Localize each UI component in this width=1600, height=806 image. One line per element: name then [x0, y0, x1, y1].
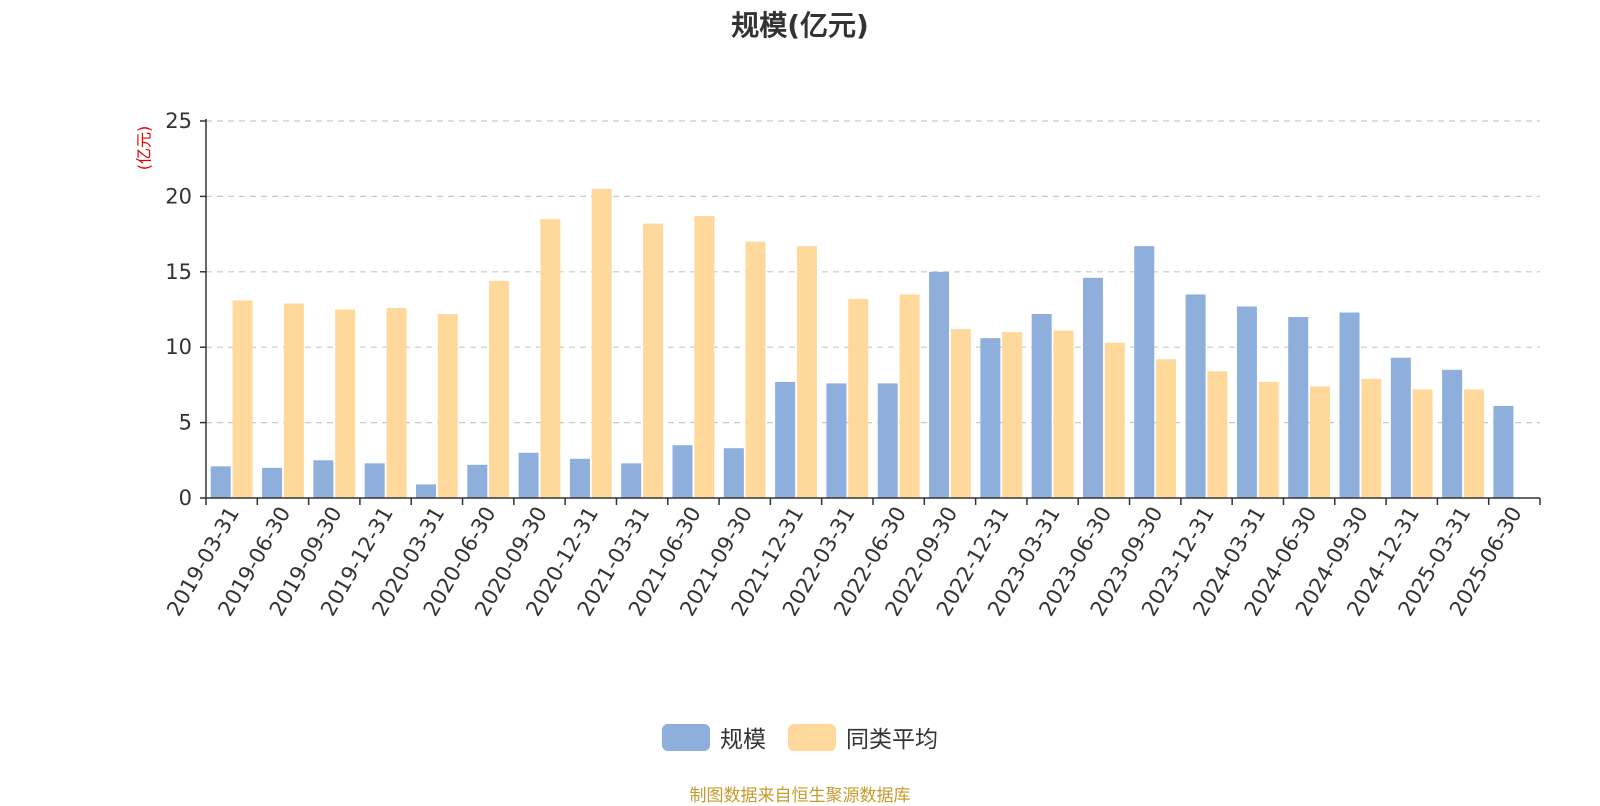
y-tick-label: 20 [165, 184, 192, 208]
bar-scale[interactable] [262, 467, 283, 498]
bar-peer-average[interactable] [1412, 389, 1433, 498]
bar-scale[interactable] [1031, 314, 1052, 498]
bar-scale[interactable] [210, 466, 231, 498]
source-note: 制图数据来自恒生聚源数据库 [689, 786, 911, 806]
bar-peer-average[interactable] [950, 329, 971, 498]
legend-label-scale: 规模 [720, 727, 766, 753]
bar-peer-average[interactable] [1053, 330, 1074, 498]
bar-peer-average[interactable] [540, 219, 561, 498]
bar-scale[interactable] [1082, 277, 1103, 498]
bars [210, 188, 1514, 499]
bar-scale[interactable] [364, 463, 385, 498]
bar-scale[interactable] [1339, 312, 1360, 498]
bar-scale[interactable] [415, 484, 436, 498]
bar-peer-average[interactable] [745, 241, 766, 498]
bar-peer-average[interactable] [386, 307, 407, 498]
bar-peer-average[interactable] [1463, 389, 1484, 498]
bar-scale[interactable] [826, 383, 847, 498]
legend-swatch-peer-average [788, 723, 836, 751]
bar-scale[interactable] [980, 338, 1001, 498]
legend-item-peer-average[interactable]: 同类平均 [788, 720, 938, 754]
bar-peer-average[interactable] [643, 223, 664, 498]
bar-scale[interactable] [672, 445, 693, 498]
bar-peer-average[interactable] [1207, 371, 1228, 498]
bar-peer-average[interactable] [1002, 332, 1023, 498]
bar-peer-average[interactable] [899, 294, 920, 498]
bar-scale[interactable] [1390, 357, 1411, 498]
y-tick-label: 15 [165, 260, 192, 284]
bar-peer-average[interactable] [1310, 386, 1331, 498]
bar-scale[interactable] [723, 448, 744, 498]
bar-scale[interactable] [467, 464, 488, 498]
bar-peer-average[interactable] [437, 314, 458, 498]
bar-scale[interactable] [1236, 306, 1257, 498]
bar-peer-average[interactable] [591, 188, 612, 499]
y-tick-labels: 0 5 10 15 20 25 [165, 109, 192, 510]
bar-scale[interactable] [313, 460, 334, 498]
bar-scale[interactable] [1442, 369, 1463, 498]
legend-swatch-scale [662, 723, 710, 751]
bar-peer-average[interactable] [848, 298, 869, 498]
y-tick-label: 25 [165, 109, 192, 133]
bar-peer-average[interactable] [232, 300, 253, 498]
bar-scale[interactable] [1493, 406, 1514, 498]
bar-peer-average[interactable] [1104, 342, 1125, 498]
bar-peer-average[interactable] [489, 280, 510, 498]
bar-peer-average[interactable] [1156, 359, 1177, 498]
bar-peer-average[interactable] [1361, 378, 1382, 498]
bar-peer-average[interactable] [335, 309, 356, 499]
bar-peer-average[interactable] [283, 303, 304, 498]
bar-peer-average[interactable] [1258, 381, 1279, 498]
legend-label-peer-average: 同类平均 [846, 727, 938, 753]
bar-scale[interactable] [877, 383, 898, 498]
bar-peer-average[interactable] [796, 246, 817, 498]
y-tick-label: 0 [179, 486, 192, 510]
chart-title: 规模(亿元) [731, 9, 869, 42]
bar-scale[interactable] [1134, 246, 1155, 498]
bar-scale[interactable] [1185, 294, 1206, 498]
bar-scale[interactable] [569, 458, 590, 498]
legend: 规模 同类平均 [0, 720, 1600, 754]
x-tick-labels: 2019-03-312019-06-302019-09-302019-12-31… [162, 502, 1527, 620]
y-axis-unit-label: (亿元) [135, 126, 154, 171]
bar-peer-average[interactable] [694, 216, 715, 498]
axes [200, 119, 1541, 505]
y-tick-label: 10 [165, 335, 192, 359]
y-tick-label: 5 [179, 411, 192, 435]
bar-scale[interactable] [1288, 317, 1309, 498]
legend-item-scale[interactable]: 规模 [662, 720, 766, 754]
bar-scale[interactable] [775, 381, 796, 498]
bar-scale[interactable] [621, 463, 642, 498]
bar-scale[interactable] [929, 271, 950, 498]
bar-scale[interactable] [518, 452, 539, 498]
